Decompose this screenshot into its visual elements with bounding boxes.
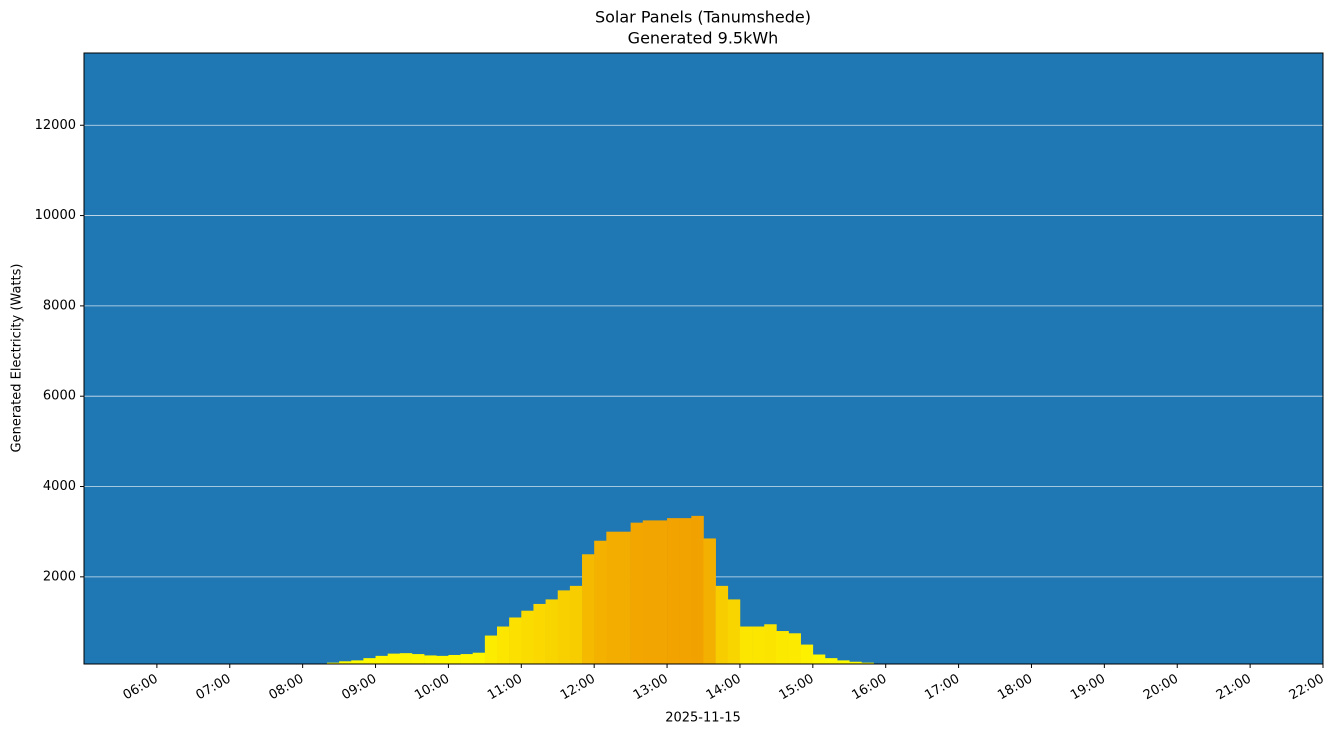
x-tick-label: 08:00 [266,672,306,704]
bar [351,660,364,664]
bar [861,662,874,664]
y-tick-label: 8000 [43,298,76,313]
x-axis-label: 2025-11-15 [665,711,741,726]
bar [606,531,619,664]
y-tick-label: 4000 [43,479,76,494]
bar [326,662,340,664]
bar [399,653,413,664]
bar [752,626,765,664]
x-tick-label: 07:00 [194,672,234,704]
y-tick-label: 12000 [35,118,76,133]
bar [642,520,656,664]
bar [776,631,789,664]
bar [812,654,826,664]
x-tick-label: 21:00 [1214,672,1254,704]
x-tick-label: 19:00 [1068,672,1108,704]
x-tick-label: 20:00 [1141,672,1181,704]
bar [387,653,401,664]
bar [618,531,631,664]
chart-subtitle: Generated 9.5kWh [628,29,779,48]
bar [582,554,595,664]
x-tick-label: 22:00 [1287,672,1327,704]
plot-frame [83,52,1324,665]
bar [509,617,522,664]
bar [497,626,510,664]
bar [837,660,850,664]
bar [484,635,498,664]
x-tick-label: 06:00 [121,672,161,704]
bar [569,585,583,664]
x-tick-label: 11:00 [485,672,525,704]
bar [667,518,680,664]
bar [824,658,838,664]
x-tick-label: 10:00 [412,672,452,704]
bar [727,599,741,664]
bar [448,654,461,664]
x-tick-label: 18:00 [995,672,1035,704]
x-tick-label: 16:00 [850,672,890,704]
x-tick-label: 13:00 [631,672,671,704]
bar [424,655,437,664]
y-tick-label: 2000 [43,569,76,584]
bar [557,590,571,664]
chart-title: Solar Panels (Tanumshede) [595,8,811,27]
bar [654,520,668,664]
bar [375,655,388,664]
y-tick-label: 10000 [35,208,76,223]
bar [679,518,692,664]
bar [594,540,607,664]
bar [521,610,534,664]
x-tick-label: 15:00 [777,672,817,704]
bar [715,585,729,664]
bar [691,515,704,664]
bar [472,652,486,664]
bar [788,633,801,664]
x-tick-label: 17:00 [922,672,962,704]
bar [630,522,644,664]
bar [764,624,777,664]
bar [545,599,559,664]
bar [339,661,352,664]
x-tick-label: 12:00 [558,672,598,704]
x-tick-label: 14:00 [704,672,744,704]
y-axis-label: Generated Electricity (Watts) [10,264,25,453]
bar [533,603,546,664]
bar [460,654,474,664]
bar [436,655,449,664]
bar [800,644,814,664]
x-tick-label: 09:00 [339,672,379,704]
bar [703,538,716,664]
bar [363,658,376,664]
y-tick-label: 6000 [43,389,76,404]
bar [411,654,425,664]
bar [849,661,862,664]
bar [739,626,753,664]
